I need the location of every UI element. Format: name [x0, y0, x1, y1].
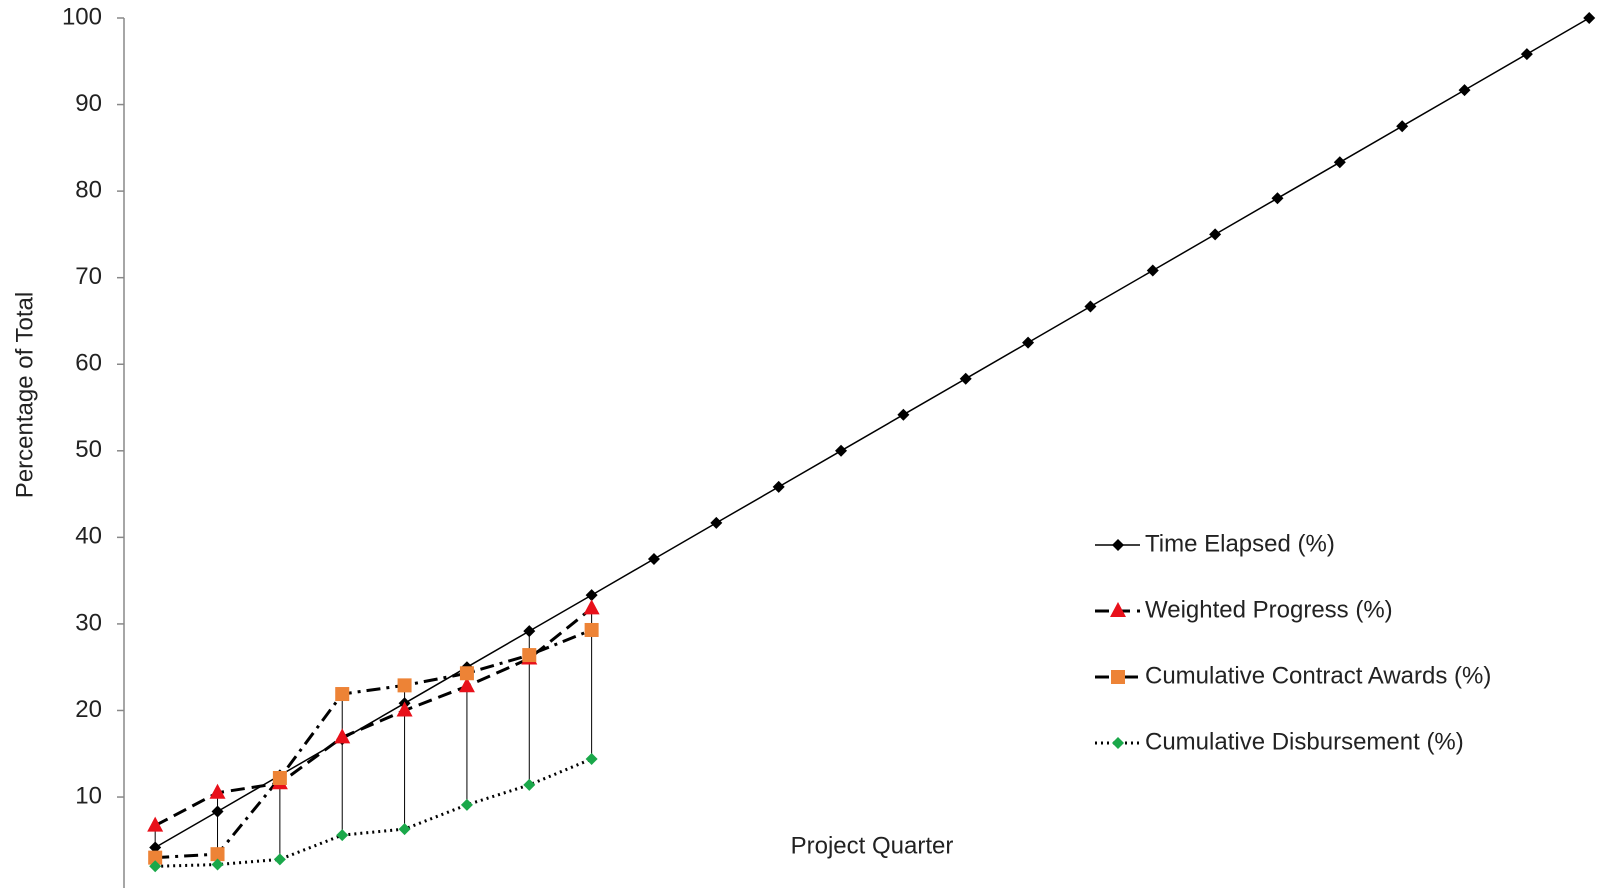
- marker: [459, 666, 474, 681]
- marker: [397, 678, 412, 693]
- legend-marker: [1112, 539, 1124, 551]
- marker: [211, 858, 224, 871]
- marker: [959, 372, 972, 385]
- marker: [396, 701, 413, 717]
- legend-marker: [1111, 670, 1125, 684]
- marker: [1458, 84, 1471, 97]
- marker: [335, 687, 350, 702]
- marker: [149, 860, 162, 873]
- y-tick-label: 80: [75, 176, 102, 203]
- marker: [1583, 12, 1596, 24]
- marker: [272, 770, 287, 785]
- marker: [835, 444, 848, 457]
- marker: [585, 589, 598, 602]
- marker: [211, 805, 224, 818]
- legend-marker: [1112, 737, 1124, 749]
- marker: [772, 480, 785, 493]
- legend-label: Cumulative Contract Awards (%): [1145, 662, 1491, 689]
- marker: [148, 850, 163, 865]
- legend-label: Weighted Progress (%): [1145, 596, 1393, 623]
- marker: [1146, 264, 1159, 277]
- marker: [336, 829, 349, 842]
- marker: [710, 516, 723, 529]
- marker: [1022, 336, 1035, 349]
- marker: [458, 677, 475, 693]
- y-tick-label: 100: [62, 3, 102, 30]
- marker: [585, 752, 598, 765]
- marker: [273, 853, 286, 866]
- y-tick-label: 60: [75, 350, 102, 377]
- marker: [209, 783, 226, 799]
- marker: [584, 622, 599, 637]
- y-tick-label: 20: [75, 696, 102, 723]
- marker: [1084, 300, 1097, 313]
- legend-label: Time Elapsed (%): [1145, 530, 1335, 557]
- x-axis-label: Project Quarter: [791, 832, 954, 859]
- y-tick-label: 50: [75, 436, 102, 463]
- series-line: [154, 607, 593, 827]
- marker: [1520, 48, 1533, 61]
- marker: [583, 599, 600, 615]
- y-tick-label: 30: [75, 609, 102, 636]
- marker: [147, 816, 164, 832]
- series-line: [155, 757, 593, 868]
- y-axis-label: Percentage of Total: [11, 292, 38, 498]
- marker: [523, 778, 536, 791]
- y-tick-label: 70: [75, 263, 102, 290]
- marker: [210, 847, 225, 862]
- marker: [334, 728, 351, 744]
- marker: [398, 823, 411, 836]
- marker: [522, 648, 537, 663]
- marker: [1396, 120, 1409, 133]
- y-tick-label: 40: [75, 523, 102, 550]
- series-line: [154, 17, 1590, 849]
- marker: [523, 625, 536, 638]
- y-tick-label: 90: [75, 90, 102, 117]
- marker: [897, 408, 910, 421]
- series-line: [155, 628, 593, 860]
- marker: [647, 553, 660, 565]
- marker: [1209, 228, 1222, 241]
- y-tick-label: 10: [75, 782, 102, 809]
- legend-label: Cumulative Disbursement (%): [1145, 728, 1464, 755]
- marker: [460, 798, 473, 811]
- marker: [1333, 156, 1346, 169]
- marker: [149, 841, 162, 854]
- marker: [1271, 192, 1284, 205]
- legend-marker: [1110, 602, 1126, 617]
